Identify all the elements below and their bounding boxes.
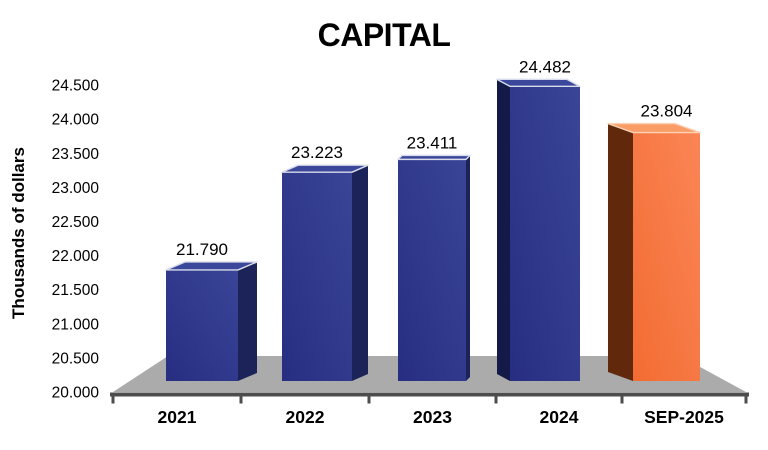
- bar-value-label: 23.804: [641, 102, 693, 121]
- bar-side-face: [497, 79, 510, 381]
- y-tick-label: 24.500: [52, 78, 100, 95]
- bar-2024: 24.482: [496, 57, 581, 381]
- bar-front-face: [166, 269, 238, 381]
- x-axis-tick: [744, 392, 748, 404]
- x-category-label: 2024: [540, 407, 579, 427]
- y-tick-label: 20.000: [52, 385, 100, 402]
- bar-value-label: 24.482: [519, 57, 571, 76]
- x-axis-tick: [111, 392, 115, 404]
- x-axis-tick: [239, 392, 243, 404]
- bar-top-face: [281, 164, 369, 173]
- y-tick-label: 20.500: [52, 350, 100, 367]
- bar-front-face: [282, 172, 352, 381]
- x-axis-tick: [367, 392, 371, 404]
- y-axis-title: Thousands of dollars: [9, 147, 28, 319]
- bar-side-face: [466, 155, 470, 381]
- bar-2021: 21.790: [165, 240, 258, 381]
- bar-front-face: [510, 86, 580, 381]
- bar-2022: 23.223: [281, 143, 369, 381]
- bar-value-label: 23.411: [407, 133, 458, 152]
- bar-SEP-2025: 23.804: [607, 102, 701, 381]
- bar-2023: 23.411: [397, 133, 471, 381]
- x-axis-tick: [620, 392, 624, 404]
- y-tick-label: 22.500: [52, 214, 100, 231]
- y-tick-label: 23.000: [52, 180, 100, 197]
- bar-top-face: [496, 78, 581, 88]
- x-category-label: 2023: [413, 407, 452, 427]
- bar-top-face: [397, 154, 471, 161]
- y-tick-label: 22.000: [52, 248, 100, 265]
- x-category-label: SEP-2025: [644, 407, 724, 427]
- y-tick-label: 21.000: [52, 316, 100, 333]
- y-tick-label: 21.500: [52, 282, 100, 299]
- bars-layer: 21.790 23.223 23.411 24.482 23.804: [165, 57, 701, 381]
- bar-front-face: [633, 132, 700, 381]
- x-axis-line: [110, 392, 749, 397]
- y-tick-label: 24.000: [52, 112, 100, 129]
- bar-side-face: [352, 165, 368, 381]
- text-layer: CAPITAL Thousands of dollars: [9, 17, 451, 319]
- bar-value-label: 21.790: [176, 240, 228, 259]
- y-tick-label: 23.500: [52, 146, 100, 163]
- bar-front-face: [398, 159, 466, 381]
- bar-value-label: 23.223: [291, 143, 343, 162]
- bar-top-face: [607, 122, 701, 134]
- bar-side-face: [238, 261, 257, 381]
- x-axis-tick: [494, 392, 498, 404]
- axis-layer: 20.000 20.500 21.000 21.500 22.000 22.500 23.0…: [52, 78, 749, 427]
- bar-top-face: [165, 261, 258, 271]
- x-category-label: 2021: [158, 407, 197, 427]
- bar-side-face: [608, 123, 633, 381]
- x-category-label: 2022: [286, 407, 325, 427]
- chart-title: CAPITAL: [318, 17, 451, 53]
